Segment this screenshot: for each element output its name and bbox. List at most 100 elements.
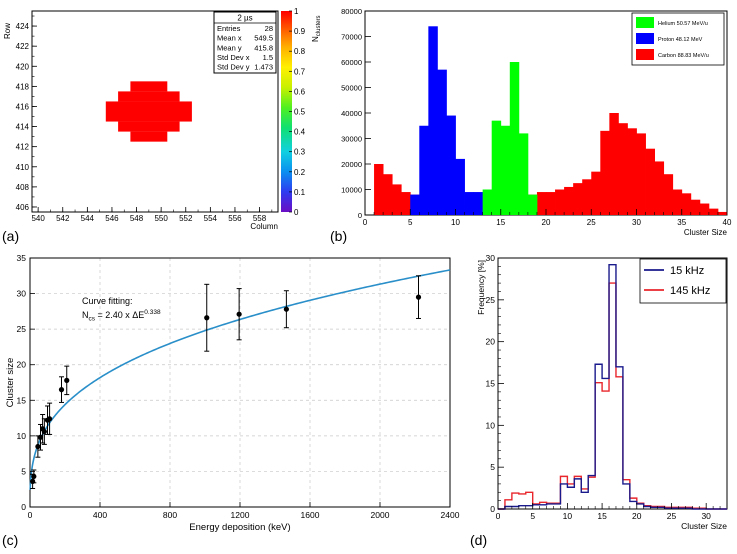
- panel-label: (a): [2, 228, 19, 244]
- histogram-bar: [500, 125, 511, 215]
- x-tick-label: 2000: [371, 510, 390, 520]
- y-tick-label: 30: [486, 253, 496, 263]
- histogram-bar: [546, 192, 556, 215]
- histogram-bar: [636, 133, 646, 215]
- y-tick-label: 10000: [341, 186, 362, 195]
- data-point: [37, 434, 44, 440]
- histogram-bar: [392, 184, 402, 215]
- stats-value: 1.473: [254, 63, 273, 72]
- y-tick-label: 412: [16, 143, 30, 152]
- histogram-bar: [564, 186, 574, 215]
- fit-annotation-title: Curve fitting:: [82, 296, 133, 306]
- colorbar-tick-label: 0.4: [294, 128, 306, 137]
- y-axis-label: Row: [3, 23, 12, 39]
- x-tick-label: 1200: [231, 510, 250, 520]
- data-point: [415, 294, 422, 300]
- x-tick-label: 0: [28, 510, 33, 520]
- y-tick-label: 30: [17, 289, 27, 299]
- x-tick-label: 400: [93, 510, 107, 520]
- x-tick-label: 5: [530, 511, 535, 521]
- x-tick-label: 540: [31, 214, 45, 223]
- y-tick-label: 25: [486, 295, 496, 305]
- x-tick-label: 544: [81, 214, 95, 223]
- histogram-bar: [582, 179, 592, 215]
- series-2: [482, 62, 538, 215]
- legend-swatch: [636, 49, 654, 60]
- y-tick-label: 20000: [341, 160, 362, 169]
- series-step-line: [498, 282, 727, 510]
- stats-value: 549.5: [254, 34, 273, 43]
- colorbar-tick-label: 0.8: [294, 47, 306, 56]
- y-tick-label: 30000: [341, 135, 362, 144]
- histogram-bar: [672, 189, 683, 215]
- histogram-bar: [627, 128, 637, 215]
- x-tick-label: 550: [154, 214, 168, 223]
- histogram-bar: [455, 158, 465, 215]
- x-tick-label: 10: [451, 218, 460, 227]
- x-tick-label: 20: [542, 218, 551, 227]
- x-tick-label: 554: [204, 214, 218, 223]
- histogram-bar: [527, 194, 538, 215]
- fit-annotation-equation: Ncs = 2.40 x ΔE0.338: [82, 309, 161, 323]
- panel-label: (b): [330, 228, 347, 244]
- colorbar-tick-label: 0.1: [294, 188, 306, 197]
- legend-label: 15 kHz: [670, 265, 704, 277]
- colorbar-tick-label: 0.3: [294, 148, 306, 157]
- y-tick-label: 25: [17, 324, 27, 334]
- legend-swatch: [636, 17, 654, 28]
- panel-c: 0 400 800 1200 1600 2000 2400 0 5 10 15 20 25 30 35 Ene…: [5, 253, 460, 533]
- cluster-pixel-row: [130, 81, 168, 92]
- y-tick-label: 15: [486, 379, 496, 389]
- eq-lhs: N: [82, 310, 89, 320]
- y-axis-label: Nclusters: [311, 16, 322, 42]
- y-tick-label: 15: [17, 395, 27, 405]
- y-tick-label: 0: [490, 504, 495, 514]
- cluster-pixel-row: [130, 131, 168, 142]
- legend-box: [639, 258, 727, 304]
- legend-label: 145 kHz: [670, 285, 710, 297]
- series-1: [410, 26, 484, 216]
- data-point: [58, 387, 65, 393]
- x-tick-label: 15: [597, 511, 607, 521]
- colorbar-tick-label: 0.2: [294, 168, 306, 177]
- panel-label: (d): [470, 532, 487, 548]
- x-tick-label: 25: [587, 218, 596, 227]
- panel-label: (c): [2, 532, 18, 548]
- x-axis-label: Energy deposition (keV): [189, 522, 290, 533]
- y-tick-label: 418: [16, 82, 30, 91]
- colorbar-tick-label: 0: [294, 208, 299, 217]
- eq-rhs: = 2.40 x ΔE: [95, 310, 144, 320]
- y-tick-label: 20: [486, 337, 496, 347]
- x-tick-label: 0: [363, 218, 368, 227]
- eq-lhs-sub: cs: [89, 316, 96, 323]
- color-bar: [281, 11, 292, 212]
- data-point: [47, 416, 53, 422]
- histogram-bar: [401, 192, 411, 215]
- histogram-bar: [473, 192, 484, 215]
- data-point: [236, 311, 242, 317]
- x-tick-label: 5: [408, 218, 413, 227]
- y-tick-label: 0: [21, 502, 26, 512]
- colorbar-tick-label: 1: [294, 7, 299, 16]
- stats-label: Std Dev y: [217, 63, 250, 72]
- y-axis-label-sub: clusters: [316, 16, 322, 37]
- stats-label: Mean y: [217, 43, 242, 52]
- histogram-bar: [573, 183, 583, 215]
- histogram-bar: [555, 189, 565, 215]
- stats-box-title: 2 µs: [237, 14, 252, 23]
- y-tick-label: 420: [16, 62, 30, 71]
- stats-value: 1.5: [263, 53, 273, 62]
- histogram-bar: [708, 208, 719, 215]
- y-tick-label: 414: [16, 123, 30, 132]
- data-point: [41, 428, 47, 435]
- y-tick-label: 416: [16, 102, 30, 111]
- histogram-bar: [690, 199, 701, 215]
- data-point: [283, 306, 289, 312]
- data-point: [35, 443, 41, 450]
- y-tick-label: 424: [16, 22, 30, 31]
- colorbar-tick-label: 0.9: [294, 27, 306, 36]
- histogram-bar: [410, 194, 420, 215]
- x-tick-label: 558: [253, 214, 267, 223]
- histogram-bar: [609, 113, 619, 215]
